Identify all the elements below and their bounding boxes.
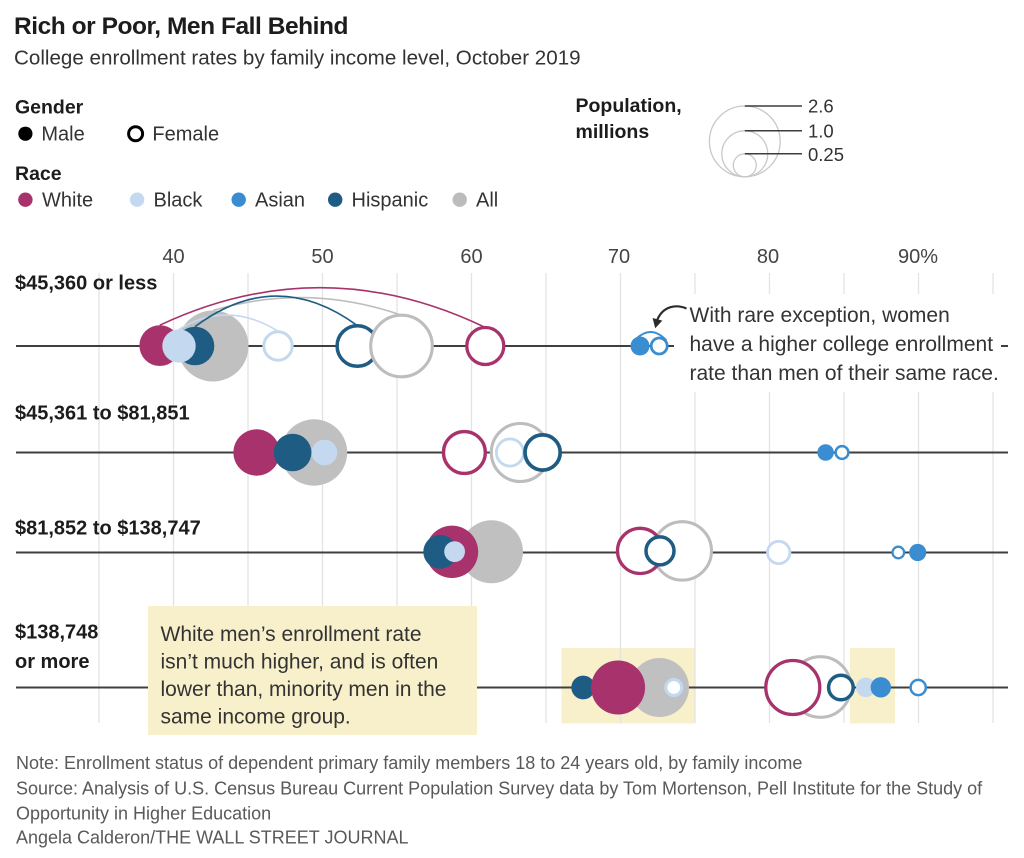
svg-text:70: 70 [608, 246, 630, 268]
svg-text:Angela Calderon/THE WALL STREE: Angela Calderon/THE WALL STREET JOURNAL [16, 828, 408, 848]
svg-text:millions: millions [576, 121, 650, 143]
svg-text:rate than men of their same ra: rate than men of their same race. [690, 362, 999, 385]
svg-text:$45,361 to $81,851: $45,361 to $81,851 [15, 402, 190, 424]
svg-text:Note: Enrollment status of dep: Note: Enrollment status of dependent pri… [16, 753, 802, 773]
svg-text:same income group.: same income group. [161, 706, 351, 729]
svg-text:Gender: Gender [15, 97, 84, 119]
svg-text:have a higher college enrollme: have a higher college enrollment [690, 333, 994, 356]
svg-text:0.25: 0.25 [808, 144, 844, 165]
svg-text:lower than, minority men in th: lower than, minority men in the [161, 678, 447, 701]
svg-text:80: 80 [757, 246, 779, 268]
svg-text:Source: Analysis of U.S. Censu: Source: Analysis of U.S. Census Bureau C… [16, 779, 983, 799]
svg-text:Male: Male [41, 123, 84, 145]
svg-text:Asian: Asian [255, 190, 305, 212]
svg-text:White men’s enrollment rate: White men’s enrollment rate [161, 623, 422, 646]
svg-text:Population,: Population, [576, 95, 682, 117]
svg-text:isn’t much higher, and is ofte: isn’t much higher, and is often [161, 651, 439, 674]
svg-text:All: All [476, 190, 498, 212]
svg-text:$45,360 or less: $45,360 or less [15, 273, 157, 295]
svg-text:Black: Black [154, 190, 204, 212]
svg-text:or more: or more [15, 651, 89, 673]
svg-text:Rich or Poor, Men Fall Behind: Rich or Poor, Men Fall Behind [14, 13, 348, 40]
svg-text:Hispanic: Hispanic [352, 190, 429, 212]
svg-text:2.6: 2.6 [808, 96, 834, 117]
svg-text:40: 40 [162, 246, 184, 268]
svg-text:$138,748: $138,748 [15, 622, 98, 644]
svg-text:1.0: 1.0 [808, 121, 834, 142]
svg-text:College enrollment rates by fa: College enrollment rates by family incom… [14, 47, 581, 70]
svg-text:60: 60 [460, 246, 482, 268]
svg-text:50: 50 [311, 246, 333, 268]
svg-text:Race: Race [15, 163, 62, 185]
svg-text:White: White [42, 190, 93, 212]
svg-text:$81,852 to $138,747: $81,852 to $138,747 [15, 518, 201, 540]
svg-text:Opportunity in Higher Educatio: Opportunity in Higher Education [16, 804, 271, 824]
svg-text:Female: Female [152, 123, 219, 145]
svg-text:With rare exception, women: With rare exception, women [690, 304, 950, 327]
svg-text:90%: 90% [898, 246, 938, 268]
